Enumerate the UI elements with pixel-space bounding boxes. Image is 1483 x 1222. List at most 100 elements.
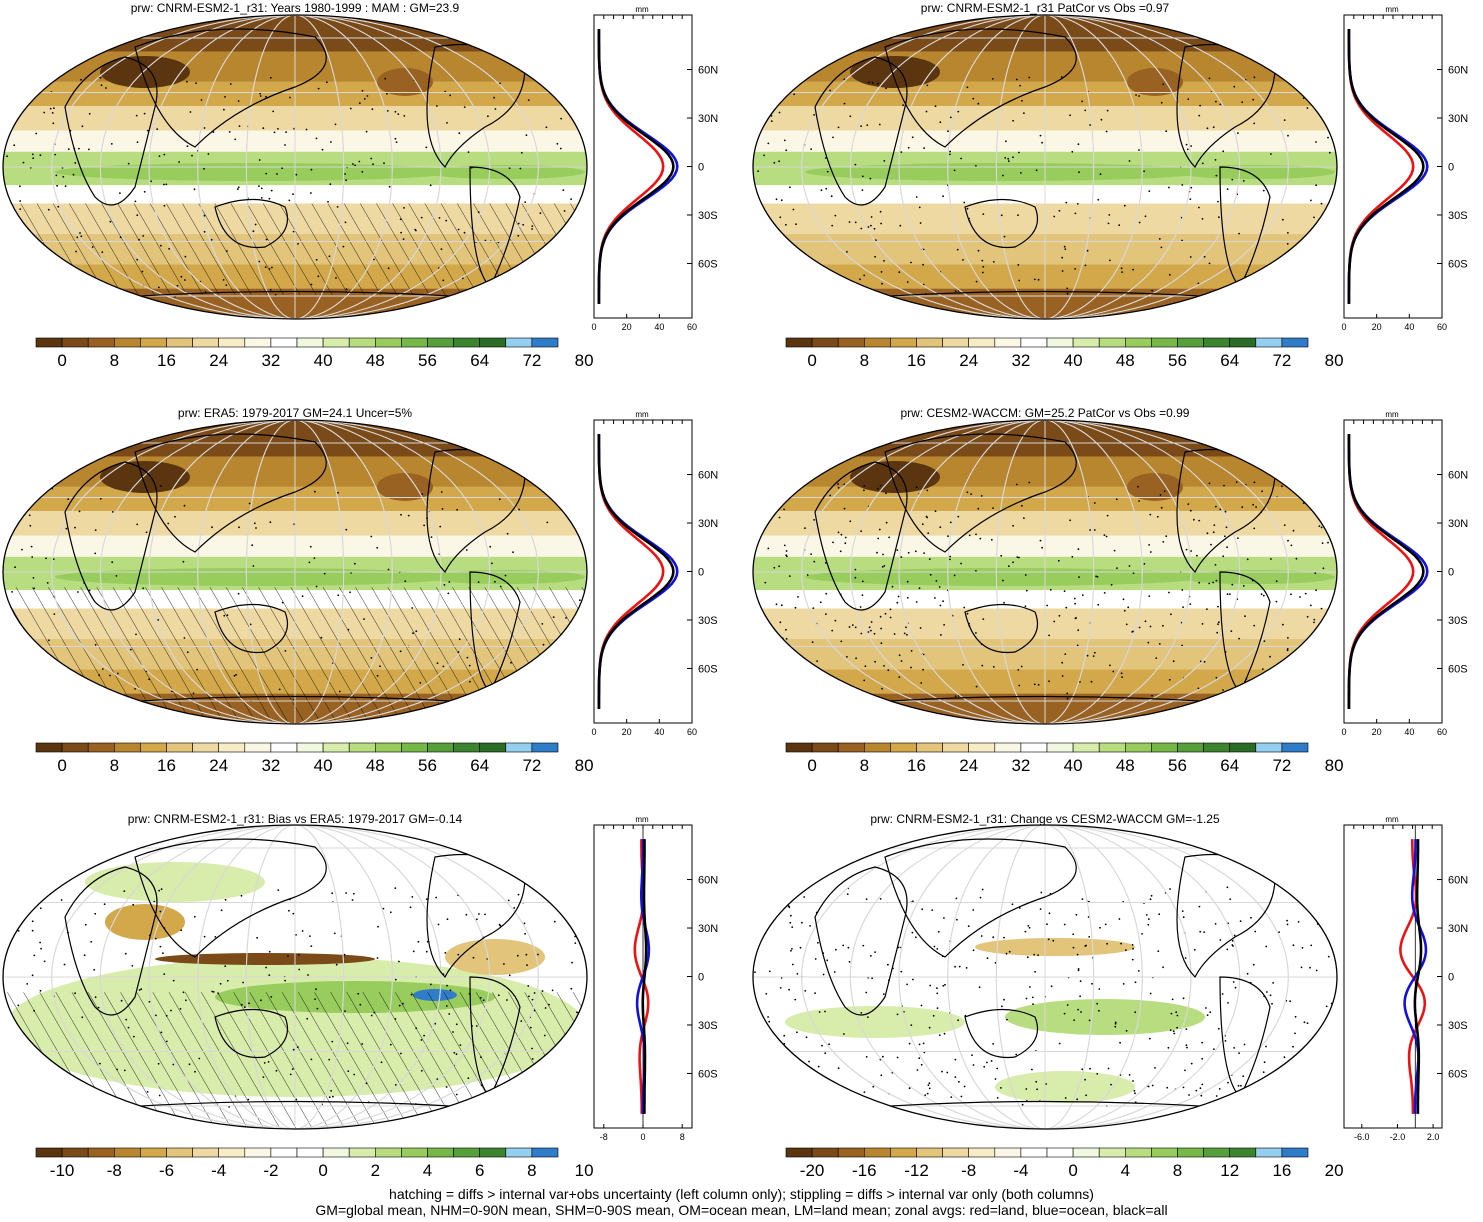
colorbar-label: 40 [1064,351,1083,370]
zonal-lat-label: 30S [698,1020,718,1032]
colorbar-swatch [35,1147,63,1158]
colorbar-label: -8 [961,1161,976,1180]
colorbar-swatch [994,337,1022,348]
colorbar-label: 80 [575,351,594,370]
colorbar-label: 72 [1272,756,1291,775]
colorbar-label: 8 [860,351,869,370]
colorbar-swatch [785,337,813,348]
colorbar-label: 4 [423,1161,432,1180]
colorbar-swatch [244,1147,272,1158]
colorbar-swatch [994,742,1022,753]
colorbar: -10 -8 -6 -4 -2 0 2 4 6 8 10 [35,1147,594,1180]
zonal-x-label: 20 [622,727,632,737]
map-dry-bias [155,953,375,965]
colorbar-label: 56 [418,351,437,370]
colorbar-swatch [192,742,220,753]
colorbar-swatch [166,337,193,348]
colorbar-label: -16 [852,1161,877,1180]
zonal-lat-label: 60S [1448,258,1468,270]
colorbar-swatch [942,742,969,753]
colorbar-swatch [811,1147,839,1158]
colorbar-label: 8 [860,756,869,775]
colorbar-swatch [1151,337,1178,348]
colorbar-label: 0 [807,756,816,775]
zonal-x-label: 20 [1372,322,1382,332]
map-increase [785,1006,965,1038]
colorbar: 0 8 16 24 32 40 48 56 64 72 80 [785,742,1344,775]
colorbar: 0 8 16 24 32 40 48 56 64 72 80 [35,742,594,775]
colorbar-label: -4 [211,1161,226,1180]
footer-line-1: hatching = diffs > internal var+obs unce… [389,1186,1094,1202]
zonal-x-label: 60 [1437,322,1447,332]
zonal-x-label: 20 [1372,727,1382,737]
colorbar-swatch [1098,742,1126,753]
colorbar-swatch [61,742,89,753]
colorbar-swatch [427,742,454,753]
zonal-x-label: 60 [687,727,697,737]
colorbar-swatch [1177,1147,1204,1158]
zonal-all-curve [597,29,675,304]
map-dry-patch [377,68,433,96]
zonal-lat-label: 30N [698,518,718,530]
map-moist-core [55,568,455,586]
colorbar-swatch [166,742,193,753]
zonal-x-label: -8 [600,1132,608,1142]
map-dry-patch [1127,473,1183,501]
zonal-lat-label: 30S [698,615,718,627]
colorbar-swatch [322,1147,350,1158]
colorbar-swatch [140,1147,167,1158]
colorbar-swatch [87,742,115,753]
colorbar-label: 32 [261,756,280,775]
map-dry-patch [100,56,190,88]
colorbar-swatch [1072,1147,1100,1158]
zonal-x-label: 60 [687,322,697,332]
zonal-lat-label: 60S [698,1068,718,1080]
zonal-lat-label: 0 [698,567,704,579]
colorbar-swatch [140,337,167,348]
colorbar-swatch [1177,337,1204,348]
colorbar-swatch [837,337,865,348]
colorbar-label: 8 [110,351,119,370]
colorbar-label: 2 [371,1161,380,1180]
zonal-all-curve [641,839,648,1114]
zonal-x-label: 0 [640,1132,645,1142]
colorbar-swatch [890,1147,917,1158]
colorbar-swatch [244,742,272,753]
map-border [752,824,1338,1130]
zonal-lat-label: 60S [1448,1068,1468,1080]
map-coastlines [814,838,1276,1110]
zonal-panel-6: mm 60N 30N 0 30S 60S -6.0 -2.0 2.0 [1343,815,1468,1142]
zonal-frame [1343,419,1443,724]
colorbar-swatch [192,337,220,348]
colorbar-label: 56 [1168,351,1187,370]
colorbar-swatch [296,1147,324,1158]
colorbar-swatch [1281,337,1309,348]
colorbar-swatch [427,337,454,348]
map-moist-core [805,568,1205,586]
map-border [2,419,588,725]
map-increase [995,1071,1135,1103]
colorbar-swatch [296,742,324,753]
zonal-unit: mm [1385,410,1399,419]
map-panel-1: prw: CNRM-ESM2-1_r31: Years 1980-1999 : … [2,1,594,370]
colorbar-label: 6 [475,1161,484,1180]
colorbar-swatch [270,337,298,348]
zonal-x-label: 0 [1341,727,1346,737]
zonal-lat-label: 60N [1448,65,1468,77]
colorbar-swatch [35,742,63,753]
zonal-all-curve [1347,434,1425,709]
colorbar-label: 64 [1220,351,1239,370]
colorbar-swatch [1229,1147,1257,1158]
colorbar: 0 8 16 24 32 40 48 56 64 72 80 [785,337,1344,370]
zonal-lat-label: 60N [698,470,718,482]
colorbar-swatch [1255,1147,1283,1158]
zonal-unit: mm [635,815,649,824]
zonal-frame [1343,824,1443,1129]
zonal-x-label: 2.0 [1427,1132,1440,1142]
map-dry-patch [1127,68,1183,96]
colorbar-label: 64 [470,351,489,370]
colorbar-label: 16 [907,756,926,775]
colorbar-swatch [1125,1147,1152,1158]
colorbar-swatch [1203,1147,1230,1158]
